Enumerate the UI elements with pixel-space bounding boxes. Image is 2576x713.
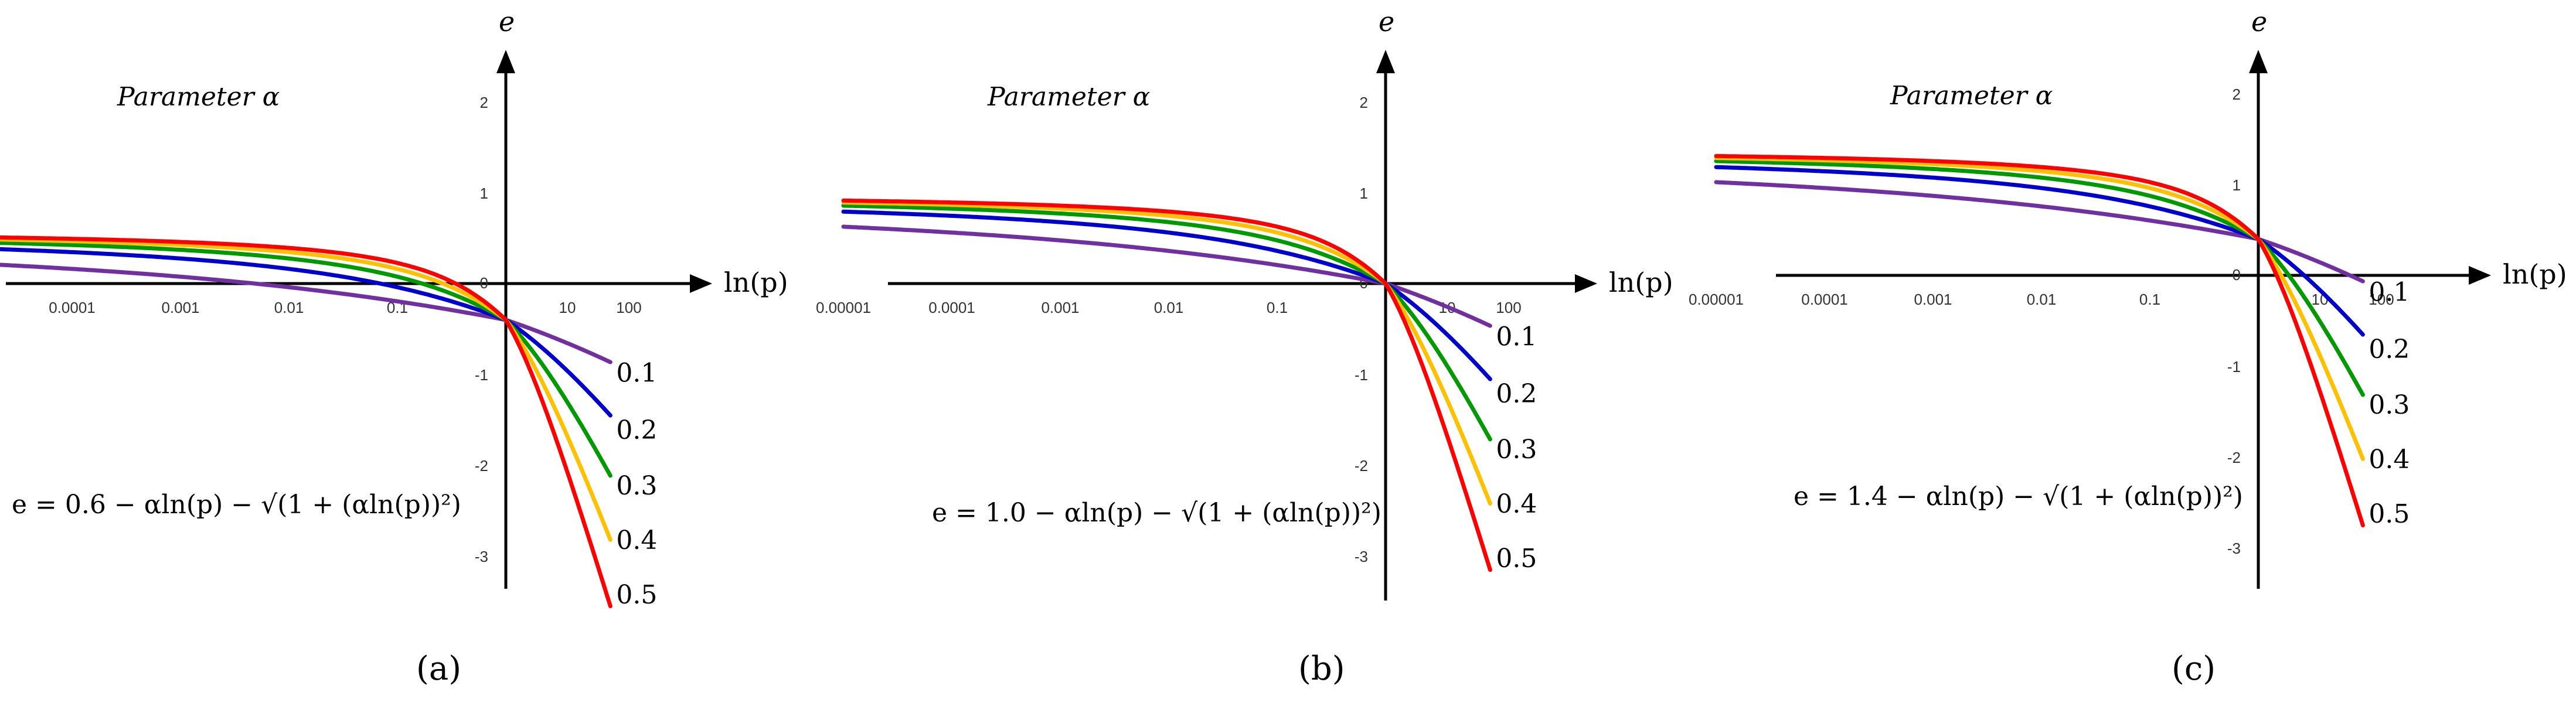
series-line-0.4 xyxy=(1714,156,2365,461)
panel-b: Parameter α ln(p) e 0.00001 0.0001 0.001 0.01 0… xyxy=(816,6,1673,688)
y-tick-label: -3 xyxy=(475,548,488,565)
x-tick-label: 100 xyxy=(1496,299,1521,316)
series-line-0.4 xyxy=(0,237,612,542)
y-axis-arrow xyxy=(496,50,515,73)
series-label: 0.3 xyxy=(1496,435,1537,465)
series-line-0.2 xyxy=(1714,165,2365,337)
series-label: 0.1 xyxy=(2369,278,2410,308)
x-tick-label: 10 xyxy=(559,299,576,316)
x-tick-label: 0.01 xyxy=(274,299,304,316)
equation: e = 1.4 − αln(p) − √(1 + (αln(p))²) xyxy=(1794,482,2243,511)
series-label: 0.1 xyxy=(1496,322,1537,352)
series-label: 0.4 xyxy=(616,526,657,555)
x-tick-label: 0.00001 xyxy=(816,299,871,316)
series-label: 0.4 xyxy=(2369,445,2410,475)
x-axis-label: ln(p) xyxy=(724,267,788,298)
x-axis-arrow xyxy=(2469,266,2491,285)
x-tick-label: 0.001 xyxy=(1914,291,1952,308)
series-line-0.3 xyxy=(841,203,1492,442)
series-line-0.1 xyxy=(1714,180,2365,284)
x-tick-label: 0.1 xyxy=(1267,299,1288,316)
x-tick-label: 0.0001 xyxy=(928,299,975,316)
series-line-0.1 xyxy=(841,224,1492,328)
legend-title: Parameter α xyxy=(987,82,1150,112)
y-tick-label: 2 xyxy=(2233,86,2241,103)
panel-a: Parameter αln(p)e0.000010.00010.0010.010… xyxy=(0,6,788,688)
legend-title: Parameter α xyxy=(117,82,280,112)
y-tick-label: -2 xyxy=(1355,457,1368,475)
series-line-0.3 xyxy=(0,240,612,478)
series-label: 0.1 xyxy=(616,359,657,388)
series-label: 0.3 xyxy=(616,471,657,501)
y-tick-label: 0 xyxy=(2233,266,2241,284)
y-axis-arrow xyxy=(2249,50,2268,73)
series-label: 0.3 xyxy=(2369,390,2410,420)
series-label: 0.5 xyxy=(2369,499,2410,529)
panel-c: Parameter α ln(p) e 0.00001 0.0001 0.001 0.01 0… xyxy=(1689,6,2567,688)
panel-caption: (b) xyxy=(1298,650,1345,688)
y-tick-label: 1 xyxy=(2233,176,2241,194)
x-tick-label: 100 xyxy=(616,299,641,316)
y-axis-arrow xyxy=(1376,50,1395,73)
series-line-0.5 xyxy=(1714,153,2365,528)
y-tick-label: 2 xyxy=(1360,94,1368,111)
x-tick-label: 0.1 xyxy=(2139,291,2160,308)
y-tick-label: 2 xyxy=(480,94,488,111)
y-axis-label: e xyxy=(1379,6,1394,37)
series-line-0.4 xyxy=(841,200,1492,506)
y-tick-label: 1 xyxy=(480,185,488,202)
x-tick-label: 100 xyxy=(2369,291,2394,308)
y-tick-label: -3 xyxy=(2227,540,2241,557)
x-tick-label: 0.0001 xyxy=(49,299,96,316)
y-tick-label: -2 xyxy=(475,457,488,475)
x-tick-label: 0.01 xyxy=(2027,291,2057,308)
series-line-0.2 xyxy=(0,247,612,418)
legend-title: Parameter α xyxy=(1890,81,2053,111)
x-tick-label: 0.01 xyxy=(1154,299,1184,316)
y-axis-label: e xyxy=(2251,6,2267,37)
series-label: 0.5 xyxy=(1496,544,1537,574)
y-tick-label: -1 xyxy=(475,366,488,384)
x-tick-label: 0.00001 xyxy=(1689,291,1744,308)
panel-caption: (c) xyxy=(2172,650,2216,688)
x-axis-label: ln(p) xyxy=(2503,258,2567,290)
y-tick-label: -2 xyxy=(2227,449,2241,466)
series-label: 0.2 xyxy=(1496,379,1537,409)
series-line-0.3 xyxy=(1714,159,2365,397)
series-label: 0.2 xyxy=(2369,335,2410,364)
x-tick-label: 0.001 xyxy=(1041,299,1079,316)
series-label: 0.4 xyxy=(1496,489,1537,519)
equation: e = 0.6 − αln(p) − √(1 + (αln(p))²) xyxy=(12,490,461,520)
series-line-0.5 xyxy=(841,198,1492,572)
y-tick-label: -3 xyxy=(1355,548,1368,565)
equation: e = 1.0 − αln(p) − √(1 + (αln(p))²) xyxy=(932,498,1381,528)
y-tick-label: -1 xyxy=(1355,366,1368,384)
series-line-0.1 xyxy=(0,262,612,364)
x-tick-label: 0.0001 xyxy=(1801,291,1848,308)
series-line-0.2 xyxy=(841,209,1492,381)
x-tick-label: 0.001 xyxy=(161,299,199,316)
y-axis-label: e xyxy=(499,6,515,37)
series-label: 0.2 xyxy=(616,415,657,445)
y-tick-label: -1 xyxy=(2227,358,2241,376)
x-axis-arrow xyxy=(690,274,712,293)
series-label: 0.5 xyxy=(616,580,657,610)
y-tick-label: 1 xyxy=(1360,185,1368,202)
panel-caption: (a) xyxy=(416,650,461,688)
y-tick-label: 0 xyxy=(480,274,488,292)
series-line-0.5 xyxy=(0,235,612,609)
x-axis-arrow xyxy=(1575,274,1597,293)
x-axis-label: ln(p) xyxy=(1609,267,1673,298)
